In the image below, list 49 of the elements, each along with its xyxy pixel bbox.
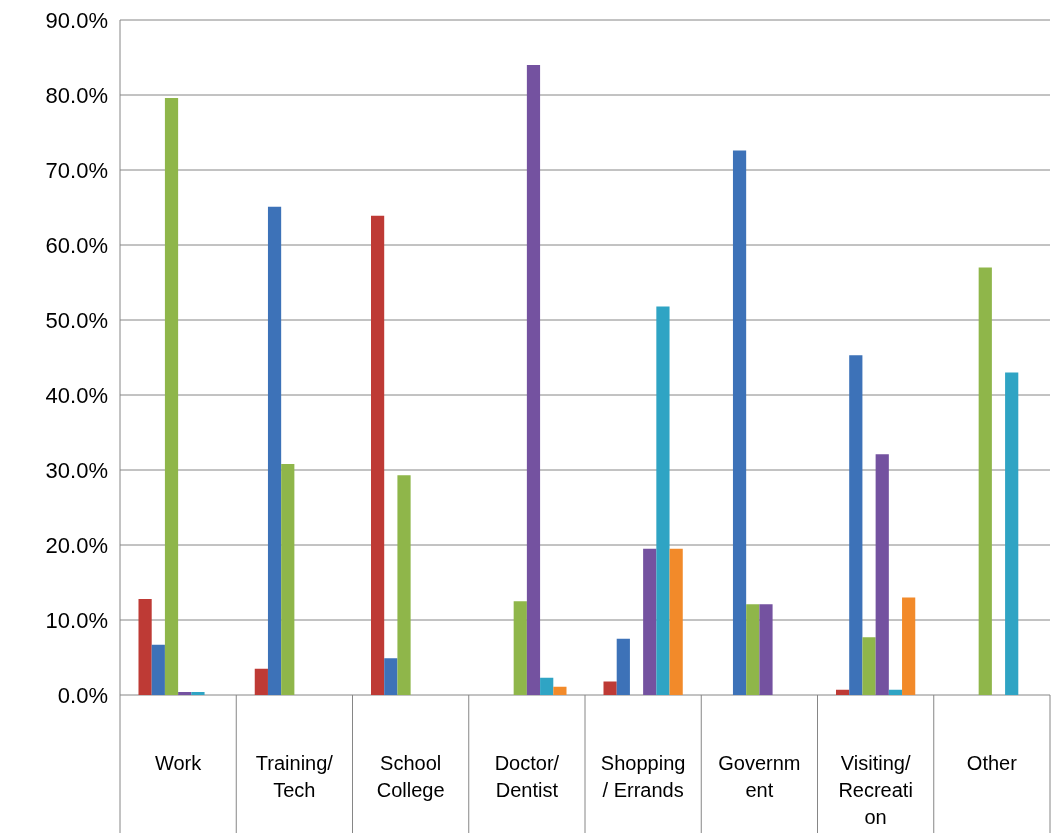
- bar: [384, 658, 398, 695]
- bar: [888, 689, 903, 695]
- y-tick-label: 30.0%: [45, 457, 108, 483]
- bar: [835, 689, 850, 695]
- bar: [553, 686, 567, 695]
- bar: [978, 267, 992, 695]
- bar: [540, 677, 554, 695]
- bar: [603, 681, 617, 695]
- bar: [669, 548, 683, 695]
- x-tick-label: Shopping / Errands: [600, 752, 686, 801]
- y-tick-label: 50.0%: [45, 307, 108, 333]
- y-tick-label: 90.0%: [45, 7, 108, 33]
- bar: [759, 604, 773, 695]
- bar: [746, 604, 760, 695]
- bar: [1005, 372, 1019, 695]
- y-tick-label: 60.0%: [45, 232, 108, 258]
- bar: [902, 597, 916, 695]
- y-tick-label: 20.0%: [45, 532, 108, 558]
- bar: [178, 692, 192, 695]
- bar: [862, 637, 876, 695]
- bar: [151, 644, 165, 695]
- x-tick-label: Training/ Tech: [255, 752, 334, 801]
- bar: [526, 65, 541, 695]
- bar: [164, 98, 179, 695]
- bar: [643, 548, 657, 695]
- x-tick-label: Other: [966, 752, 1018, 774]
- y-tick-label: 10.0%: [45, 607, 108, 633]
- bar: [875, 454, 889, 695]
- y-tick-label: 70.0%: [45, 157, 108, 183]
- y-tick-label: 80.0%: [45, 82, 108, 108]
- x-tick-label: Government: [718, 752, 801, 801]
- bar: [191, 692, 205, 695]
- bar: [267, 206, 282, 695]
- bar: [732, 150, 747, 695]
- bar: [849, 355, 863, 695]
- bar: [138, 599, 152, 695]
- y-tick-label: 0.0%: [57, 682, 108, 708]
- bar: [656, 306, 670, 695]
- bar: [616, 638, 630, 695]
- bar: [281, 464, 295, 695]
- bar: [513, 601, 527, 695]
- x-tick-label: Doctor/ Dentist: [494, 752, 560, 801]
- x-tick-label: Visiting/ Recreation: [838, 752, 913, 828]
- bar: [397, 475, 411, 695]
- bar: [370, 215, 385, 695]
- bar: [254, 668, 268, 695]
- x-tick-label: Work: [154, 752, 203, 774]
- y-tick-label: 40.0%: [45, 382, 108, 408]
- x-tick-label: School College: [376, 752, 445, 801]
